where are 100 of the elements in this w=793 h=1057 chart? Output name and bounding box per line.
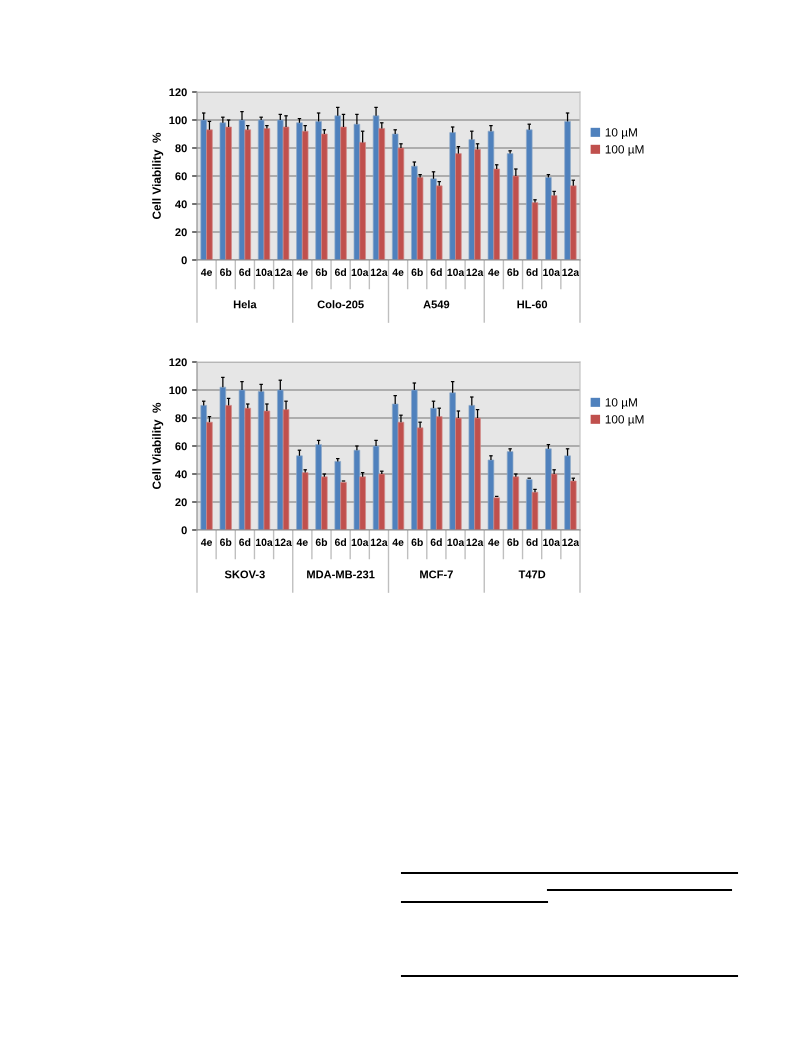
text: Hela (233, 300, 257, 309)
bar (334, 115, 341, 260)
bar (487, 130, 495, 260)
bar (219, 122, 227, 260)
bar (296, 122, 303, 260)
bar (493, 497, 500, 530)
bar (474, 149, 481, 260)
x-tick-label: 6b (507, 538, 519, 546)
x-tick-label: 6d (526, 268, 538, 276)
y-tick-label: 60 (175, 442, 187, 451)
y-tick-label: 0 (181, 256, 187, 265)
x-tick-label: 6d (430, 538, 442, 546)
bar (206, 129, 213, 260)
bar (244, 407, 251, 530)
bar (474, 417, 481, 530)
y-tick-label: 120 (169, 88, 187, 97)
x-tick-label: 4e (296, 538, 308, 546)
bar (416, 427, 424, 530)
x-tick-label: 4e (392, 538, 404, 546)
bar (487, 459, 495, 530)
y-tick-label: 20 (175, 228, 187, 237)
bar (564, 455, 571, 530)
x-tick-label: 4e (488, 538, 500, 546)
bar (493, 168, 500, 260)
bar (225, 126, 232, 260)
x-tick-label: 4e (488, 268, 500, 276)
bar (340, 482, 347, 530)
bar (321, 133, 328, 260)
bar (531, 491, 539, 530)
x-tick-label: 10a (351, 538, 369, 546)
x-tick-label: 12a (562, 538, 580, 546)
bar (378, 473, 386, 530)
bar (282, 126, 290, 260)
bar (436, 185, 443, 260)
bar (449, 392, 456, 530)
x-tick-label: 12a (370, 268, 388, 276)
bar (545, 448, 552, 530)
bar (238, 389, 246, 530)
y-tick-label: 40 (175, 200, 187, 209)
bar (531, 202, 539, 260)
x-tick-label: 10a (351, 268, 369, 276)
bar (334, 461, 341, 530)
bar (570, 185, 577, 260)
bar (411, 389, 418, 530)
bar (430, 178, 437, 260)
bar (353, 123, 361, 260)
y-tick-label: 40 (175, 470, 187, 479)
x-tick-label: 12a (466, 268, 484, 276)
x-tick-label: 12a (466, 538, 484, 546)
x-tick-label: 6d (239, 268, 251, 276)
bar (449, 132, 456, 260)
bar (225, 405, 232, 530)
x-tick-label: 4e (296, 268, 308, 276)
y-axis-title: Cell Viability % (152, 132, 164, 220)
bar (545, 177, 552, 260)
bar (244, 129, 251, 260)
text: Colo-205 (317, 300, 364, 309)
bar (468, 139, 476, 260)
x-tick-label: 12a (275, 538, 292, 546)
x-tick-label: 4e (200, 268, 213, 276)
x-tick-label: 10a (447, 538, 465, 546)
x-tick-label: 12a (370, 538, 388, 546)
bar (296, 455, 303, 530)
x-tick-label: 10a (255, 538, 273, 546)
x-tick-label: 6b (315, 538, 328, 546)
text: T47D (518, 570, 546, 579)
bar (526, 129, 533, 260)
legend-label: 100 µM (605, 145, 644, 156)
x-tick-label: 12a (275, 268, 292, 276)
y-tick-label: 0 (181, 526, 187, 535)
y-tick-label: 80 (175, 144, 187, 153)
text: MCF-7 (420, 570, 453, 579)
bar (277, 389, 284, 530)
bar (378, 128, 386, 260)
legend-label: 10 µM (605, 398, 637, 409)
x-tick-label: 10a (447, 268, 465, 276)
bar (570, 480, 577, 530)
bar (512, 175, 520, 260)
bar (455, 417, 462, 530)
x-tick-label: 4e (200, 538, 213, 546)
x-tick-label: 6b (411, 268, 423, 276)
y-tick-label: 80 (175, 414, 187, 423)
bar (263, 410, 271, 530)
bar (263, 128, 271, 260)
bar (219, 386, 227, 530)
bar (315, 444, 322, 530)
text: HL-60 (517, 300, 548, 309)
y-axis-title: Cell Viability % (152, 402, 164, 490)
x-tick-label: 6d (334, 538, 347, 546)
text: A549 (423, 300, 450, 309)
x-tick-label: 12a (562, 268, 580, 276)
x-tick-label: 10a (255, 268, 273, 276)
bar (321, 476, 328, 530)
bar (359, 142, 366, 260)
x-tick-label: 10a (543, 268, 561, 276)
bar (564, 121, 571, 260)
bar (282, 409, 290, 530)
y-tick-label: 60 (175, 172, 187, 181)
bar (301, 130, 309, 260)
bar (200, 405, 207, 530)
